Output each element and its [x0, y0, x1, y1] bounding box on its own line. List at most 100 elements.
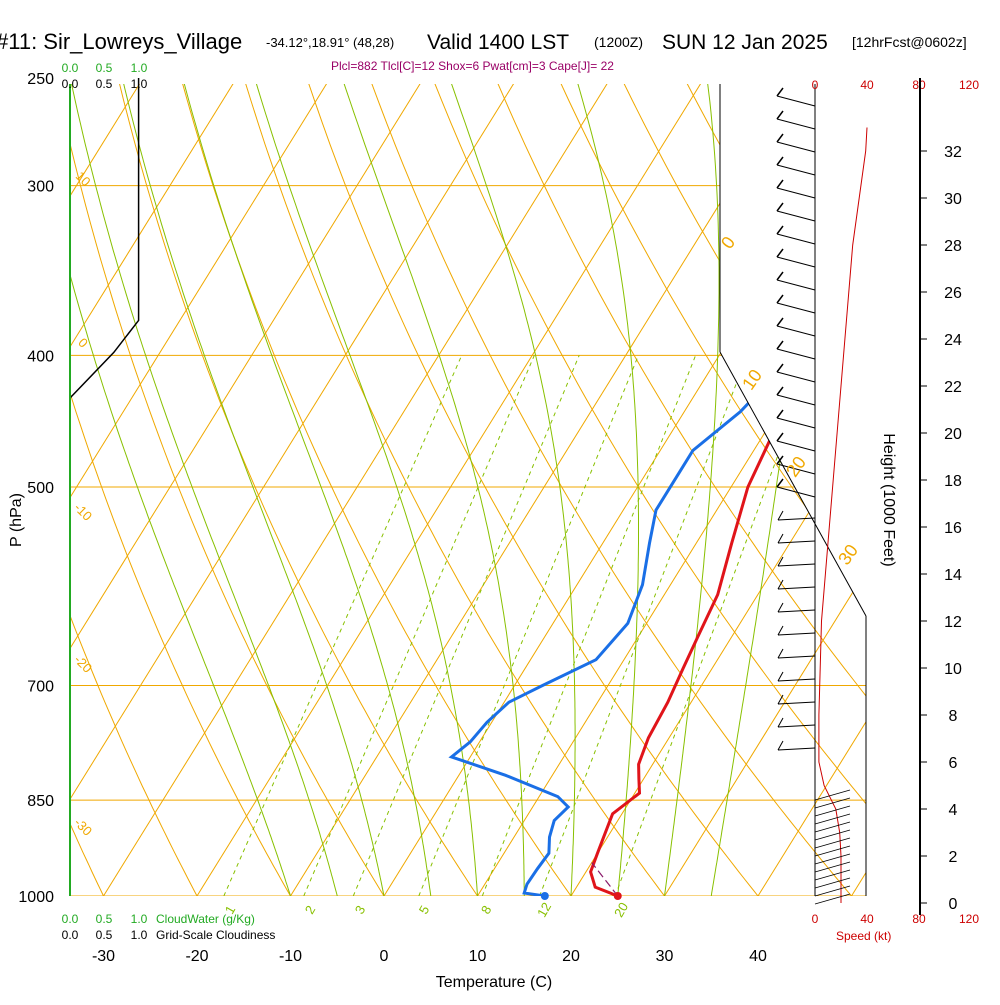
wind-barb-flag — [777, 203, 783, 211]
diagonal-border — [720, 352, 866, 616]
wind-barb-flag — [778, 626, 783, 635]
wind-barb — [778, 702, 815, 704]
dry-adiabat-line — [175, 54, 592, 925]
wind-barb — [777, 303, 815, 313]
wind-barb — [815, 830, 850, 840]
wind-barb — [778, 679, 815, 681]
cloudwater-tick-bottom: 1.0 — [131, 912, 148, 926]
cloudiness-tick-bottom: 0.5 — [96, 928, 113, 942]
mixing-ratio-label: 5 — [416, 903, 433, 917]
wind-barb — [777, 234, 815, 244]
wind-barb-flag — [778, 534, 783, 543]
isotherm-label: 20 — [782, 453, 810, 481]
wind-barb — [777, 395, 815, 405]
mixing-ratio-label: 3 — [352, 903, 369, 917]
pressure-tick-label: 850 — [27, 793, 54, 810]
height-axis-label: Height (1000 Feet) — [880, 433, 897, 566]
dry-adiabat-label: 0 — [75, 335, 91, 351]
pressure-tick-label: 500 — [27, 480, 54, 497]
wind-barb — [815, 798, 850, 808]
wind-barb-flag — [777, 134, 783, 142]
surface-temperature-marker — [614, 892, 622, 900]
speed-tick-top: 120 — [959, 78, 979, 92]
wind-barb — [777, 211, 815, 221]
height-tick-label: 30 — [944, 191, 962, 208]
dry-adiabat-label: -10 — [71, 500, 95, 524]
wind-barb — [815, 846, 850, 856]
wind-barb — [815, 814, 850, 824]
wind-barb — [778, 748, 815, 750]
height-tick-label: 14 — [944, 567, 962, 584]
dry-adiabat-line — [548, 54, 1000, 925]
wind-barb — [778, 725, 815, 727]
wind-barb-flag — [777, 157, 783, 165]
wind-barb — [778, 541, 815, 543]
pressure-tick-label: 300 — [27, 179, 54, 196]
height-tick-label: 20 — [944, 426, 962, 443]
speed-tick-bottom: 120 — [959, 912, 979, 926]
cloudwater-tick-top: 0.5 — [96, 61, 113, 75]
temperature-tick-label: 30 — [656, 948, 674, 965]
wind-barb — [777, 96, 815, 106]
cloudwater-tick-top: 0.0 — [62, 61, 79, 75]
wind-barb — [815, 878, 850, 888]
cloudwater-tick-top: 1.0 — [131, 61, 148, 75]
speed-tick-top: 40 — [860, 78, 874, 92]
temperature-tick-label: -30 — [92, 948, 115, 965]
wind-barb — [815, 806, 850, 816]
wind-barb-flag — [777, 387, 783, 395]
isotherm-label: 10 — [738, 366, 766, 394]
dry-adiabat-line — [237, 54, 687, 925]
wind-barb — [777, 441, 815, 451]
dry-adiabat-line — [983, 54, 1000, 925]
wind-barb-flag — [778, 718, 783, 727]
cloudiness-label: Grid-Scale Cloudiness — [156, 928, 275, 942]
mixing-ratio-label: 2 — [302, 903, 319, 917]
valid-time: Valid 1400 LST — [427, 31, 569, 54]
wind-barb-flag — [778, 603, 783, 612]
wind-barb — [777, 280, 815, 290]
temperature-tick-label: -10 — [279, 948, 302, 965]
forecast-date: SUN 12 Jan 2025 — [662, 31, 828, 54]
temperature-tick-label: 40 — [749, 948, 767, 965]
height-tick-label: 18 — [944, 473, 962, 490]
dry-adiabat-line — [0, 54, 118, 925]
cloudiness-tick-bottom: 1.0 — [131, 928, 148, 942]
wind-barb-flag — [777, 410, 783, 418]
dry-adiabat-line — [858, 54, 1000, 925]
dry-adiabat-line — [361, 54, 876, 925]
wind-barb-flag — [777, 272, 783, 280]
wind-barb-flag — [778, 511, 783, 520]
height-tick-label: 6 — [949, 755, 958, 772]
wind-barb — [815, 870, 850, 880]
wind-barb — [778, 633, 815, 635]
x-axis-label: Temperature (C) — [436, 974, 552, 991]
mixing-ratio-label: 12 — [534, 900, 554, 920]
wind-barb-flag — [777, 111, 783, 119]
dewpoint-line — [452, 112, 856, 896]
wind-barb — [815, 886, 850, 896]
station-title: #11: Sir_Lowreys_Village — [0, 29, 242, 54]
y-axis-label: P (hPa) — [8, 493, 25, 547]
pressure-tick-label: 400 — [27, 348, 54, 365]
speed-tick-bottom: 0 — [812, 912, 819, 926]
temperature-tick-label: 10 — [469, 948, 487, 965]
wind-barb-flag — [777, 341, 783, 349]
wind-barb — [778, 564, 815, 566]
surface-dewpoint-marker — [541, 892, 549, 900]
height-tick-label: 10 — [944, 661, 962, 678]
height-tick-label: 8 — [949, 708, 958, 725]
stability-indices: Plcl=882 Tlcl[C]=12 Shox=6 Pwat[cm]=3 Ca… — [331, 59, 614, 73]
dry-adiabat-line — [796, 54, 1000, 925]
wind-barb-flag — [778, 695, 783, 704]
plot-area — [0, 54, 1000, 925]
isotherm-label: 30 — [834, 541, 862, 569]
dry-adiabat-line — [0, 54, 23, 925]
mixing-ratio-line — [304, 355, 535, 896]
forecast-cycle: [12hrFcst@0602z] — [852, 34, 967, 50]
temperature-tick-label: -20 — [185, 948, 208, 965]
wind-barb — [778, 610, 815, 612]
height-tick-label: 0 — [949, 896, 958, 913]
wind-barb-flag — [778, 649, 783, 658]
